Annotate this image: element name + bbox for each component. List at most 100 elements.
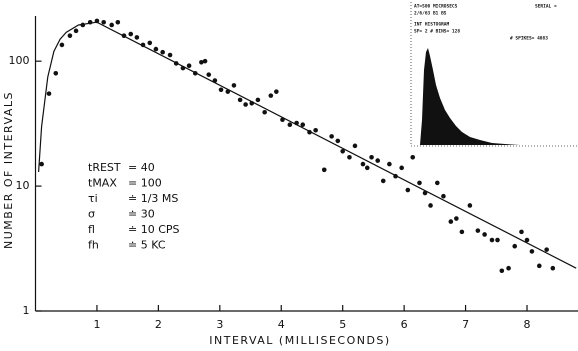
data-point xyxy=(495,237,500,243)
data-point xyxy=(475,228,481,233)
data-point xyxy=(519,229,524,235)
data-point xyxy=(59,42,65,48)
data-point xyxy=(352,143,358,149)
data-point xyxy=(115,19,121,25)
data-point xyxy=(512,243,518,249)
inset-text: # SPIKES= 4083 xyxy=(510,36,548,42)
data-point xyxy=(467,203,473,208)
annotation-value: ≐ 10 CPS xyxy=(128,223,180,236)
data-point xyxy=(173,61,179,66)
data-point xyxy=(87,19,93,25)
data-point xyxy=(294,120,299,126)
data-point xyxy=(454,216,459,221)
data-point xyxy=(167,52,173,58)
data-point xyxy=(364,165,370,171)
data-point xyxy=(186,63,192,69)
data-point xyxy=(128,31,134,37)
data-point xyxy=(544,247,549,252)
data-point xyxy=(387,161,392,167)
data-point xyxy=(405,187,411,193)
x-tick-label: 7 xyxy=(462,318,469,331)
data-point xyxy=(321,167,327,173)
annotation-value: ≐ 1/3 MS xyxy=(128,192,178,205)
data-point xyxy=(410,155,416,160)
data-point xyxy=(109,22,114,28)
data-point xyxy=(369,155,374,160)
annotation-value: = 100 xyxy=(128,177,162,190)
annotation-label: σ xyxy=(88,208,95,221)
data-point xyxy=(53,70,59,76)
data-point xyxy=(67,33,73,38)
y-tick-label: 1 xyxy=(23,304,30,317)
x-tick-label: 2 xyxy=(155,318,162,331)
x-tick-label: 4 xyxy=(278,318,285,331)
y-tick-label: 10 xyxy=(16,179,30,192)
data-point xyxy=(399,165,404,171)
data-point xyxy=(417,180,422,186)
data-point xyxy=(180,65,186,71)
data-point xyxy=(506,265,511,271)
data-point xyxy=(147,40,153,46)
data-point xyxy=(536,263,542,269)
data-point xyxy=(529,249,535,254)
data-point xyxy=(375,158,381,163)
inset-histogram xyxy=(420,48,520,145)
data-point xyxy=(94,18,100,24)
data-point xyxy=(393,173,398,179)
annotation-label: fh xyxy=(88,239,99,252)
data-point xyxy=(140,42,146,48)
data-point xyxy=(268,93,274,98)
data-point xyxy=(255,97,261,103)
data-point xyxy=(524,237,530,243)
data-point xyxy=(121,33,127,38)
data-point xyxy=(300,122,306,128)
data-point xyxy=(237,97,243,103)
y-axis-label: NUMBER OF INTERVALS xyxy=(2,91,15,249)
data-point xyxy=(380,178,386,184)
data-point xyxy=(448,219,454,224)
data-point xyxy=(459,229,465,235)
data-point xyxy=(202,58,208,64)
data-point xyxy=(39,161,44,167)
x-tick-label: 5 xyxy=(339,318,346,331)
data-point xyxy=(225,89,231,94)
data-point xyxy=(218,87,224,93)
data-point xyxy=(192,70,198,76)
data-point xyxy=(489,237,495,243)
x-tick-label: 3 xyxy=(216,318,223,331)
data-point xyxy=(550,265,556,271)
data-point xyxy=(313,127,318,133)
data-point xyxy=(153,46,159,52)
data-point xyxy=(231,83,237,88)
data-point xyxy=(287,122,293,128)
data-point xyxy=(243,102,248,107)
inset-text: 2/6/63 B1 B5 xyxy=(414,11,447,17)
annotation-label: tMAX xyxy=(88,177,117,190)
annotation-label: tREST xyxy=(88,161,121,174)
data-point xyxy=(206,72,212,77)
data-point xyxy=(101,19,106,25)
inset-text: SERIAL = xyxy=(535,4,557,10)
data-point xyxy=(335,138,341,144)
x-tick-label: 6 xyxy=(401,318,408,331)
data-point xyxy=(360,161,366,167)
x-axis-label: INTERVAL (MILLISECONDS) xyxy=(209,334,390,347)
data-point xyxy=(249,101,255,106)
annotation-value: = 40 xyxy=(128,161,155,174)
annotation-label: fl xyxy=(88,223,95,236)
data-point xyxy=(329,134,334,139)
x-tick-label: 1 xyxy=(93,318,100,331)
data-point xyxy=(160,49,165,55)
data-point xyxy=(274,89,279,94)
data-point xyxy=(307,129,312,135)
annotation-value: ≐ 5 KC xyxy=(128,239,166,252)
inset-text: INT HISTOGRAM xyxy=(414,22,450,28)
data-point xyxy=(482,232,487,237)
x-tick-label: 8 xyxy=(524,318,531,331)
data-point xyxy=(262,109,267,115)
data-point xyxy=(80,22,86,28)
data-point xyxy=(199,59,204,65)
data-point xyxy=(46,91,52,96)
data-point xyxy=(499,268,505,274)
